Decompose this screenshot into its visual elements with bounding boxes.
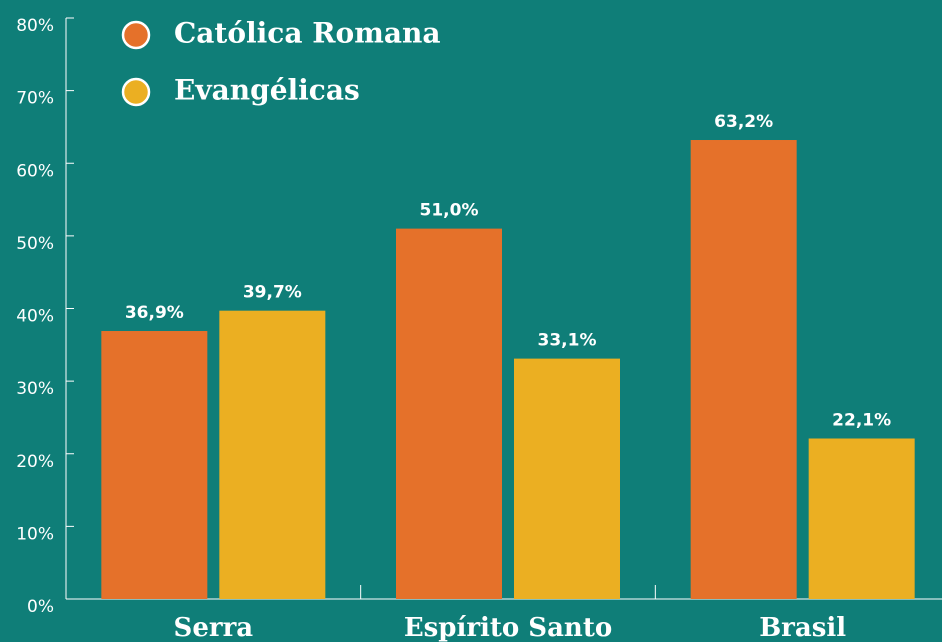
legend-marker [121, 77, 151, 107]
bar [101, 331, 208, 599]
value-label: 33,1% [538, 331, 597, 351]
y-tick-label: 10% [16, 524, 54, 544]
x-tick-label: Serra [174, 613, 254, 642]
x-tick-label: Brasil [759, 613, 846, 642]
value-label: 39,7% [243, 283, 302, 303]
legend-label: Católica Romana [174, 17, 440, 50]
y-tick-label: 80% [16, 16, 54, 36]
y-tick-label: 0% [27, 597, 54, 617]
y-tick-label: 70% [16, 89, 54, 109]
y-tick-label: 30% [16, 379, 54, 399]
value-label: 51,0% [420, 201, 479, 221]
x-tick-label: Espírito Santo [404, 613, 612, 642]
legend-marker [121, 20, 151, 50]
value-label: 63,2% [714, 112, 773, 132]
value-label: 36,9% [125, 303, 184, 323]
bar [219, 310, 326, 599]
bar [396, 228, 502, 600]
y-tick-label: 50% [16, 234, 54, 254]
value-label: 22,1% [832, 410, 891, 430]
y-tick-label: 60% [16, 161, 54, 181]
bar [514, 358, 620, 599]
bar [808, 438, 915, 599]
y-tick-label: 40% [16, 307, 54, 327]
bar [690, 140, 797, 599]
legend-label: Evangélicas [174, 74, 360, 107]
y-tick-label: 20% [16, 452, 54, 472]
